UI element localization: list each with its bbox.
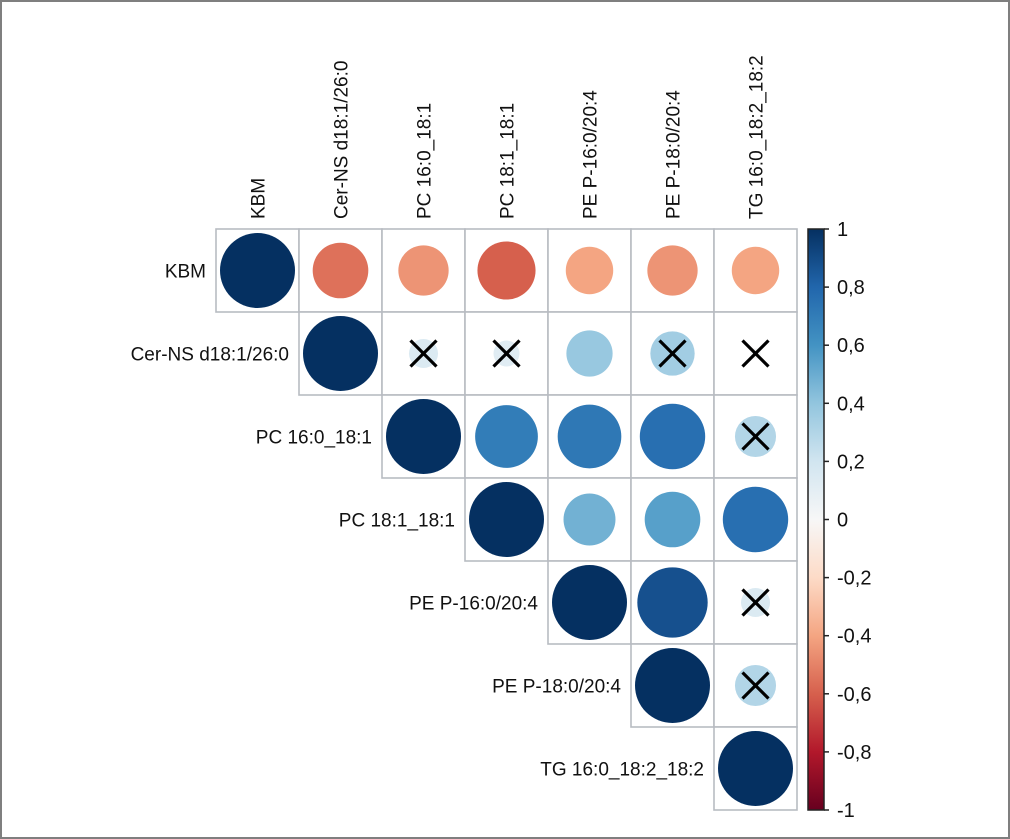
colorbar-tick-label: 0,8 [837,277,865,299]
non-significant-cross-icon [409,339,438,368]
correlation-circle [637,567,708,638]
correlation-circle [477,241,536,300]
row-label: PE P-18:0/20:4 [492,677,621,698]
correlation-circle [220,233,295,308]
colorbar-tick-label: -0,8 [837,742,871,764]
row-label: KBM [165,262,206,283]
correlation-circle [635,648,710,723]
correlation-circle [398,245,449,296]
non-significant-cross-icon [492,339,521,368]
row-label: TG 16:0_18:2_18:2 [540,760,704,781]
cross-stroke [741,588,770,617]
correlation-circle [312,242,369,299]
cross-stroke [741,671,770,700]
column-label: PC 18:1_18:1 [498,103,519,219]
colorbar-tick-label: -0,4 [837,626,871,648]
colorbar-tick-label: 0,4 [837,393,865,415]
correlation-circle [557,404,622,469]
column-label: PC 16:0_18:1 [415,103,436,219]
correlation-circle [475,405,538,468]
colorbar-tick-label: -1 [837,800,855,822]
row-label: Cer-NS d18:1/26:0 [131,345,289,366]
column-label: PE P-18:0/20:4 [664,90,685,219]
colorbar-tick-label: -0,2 [837,568,871,590]
correlation-circle [639,403,706,470]
column-label: PE P-16:0/20:4 [581,90,602,219]
colorbar-tick-label: 0,6 [837,335,865,357]
colorbar-tick-label: -0,6 [837,684,871,706]
colorbar-tick-label: 0,2 [837,451,865,473]
correlation-circle [566,330,613,377]
row-label: PE P-16:0/20:4 [409,594,538,615]
cross-stroke [492,339,521,368]
correlation-circle [647,245,698,296]
correlation-circle [563,493,616,546]
correlation-circle [565,246,614,295]
correlation-circle [552,565,627,640]
correlation-circle [731,246,780,295]
cross-stroke [658,339,687,368]
non-significant-cross-icon [741,422,770,451]
non-significant-cross-icon [741,671,770,700]
column-labels: KBM Cer-NS d18:1/26:0 PC 16:0_18:1 PC 18:1_… [249,55,768,219]
row-label: PC 18:1_18:1 [339,511,455,532]
colorbar: 1 0,8 0,6 0,4 0,2 0 -0,2 -0,4 -0,6 -0,8 -1 [807,219,871,822]
correlation-circle [722,486,789,553]
cross-stroke [741,422,770,451]
column-label: TG 16:0_18:2_18:2 [747,55,768,219]
cross-layer [409,339,770,700]
column-label: KBM [249,178,270,219]
row-labels: KBM Cer-NS d18:1/26:0 PC 16:0_18:1 PC 18:1_… [131,262,704,781]
cross-stroke [741,339,770,368]
row-label: PC 16:0_18:1 [256,428,372,449]
non-significant-cross-icon [658,339,687,368]
correlation-circle [644,491,701,548]
column-label: Cer-NS d18:1/26:0 [332,61,353,219]
colorbar-tick-label: 0 [837,510,848,532]
correlation-circle [469,482,544,557]
correlation-circle [386,399,461,474]
correlation-circle [303,316,378,391]
non-significant-cross-icon [741,339,770,368]
colorbar-tick-label: 1 [837,219,848,241]
cross-stroke [409,339,438,368]
non-significant-cross-icon [741,588,770,617]
colorbar-gradient [807,228,825,811]
correlation-circle [718,731,793,806]
